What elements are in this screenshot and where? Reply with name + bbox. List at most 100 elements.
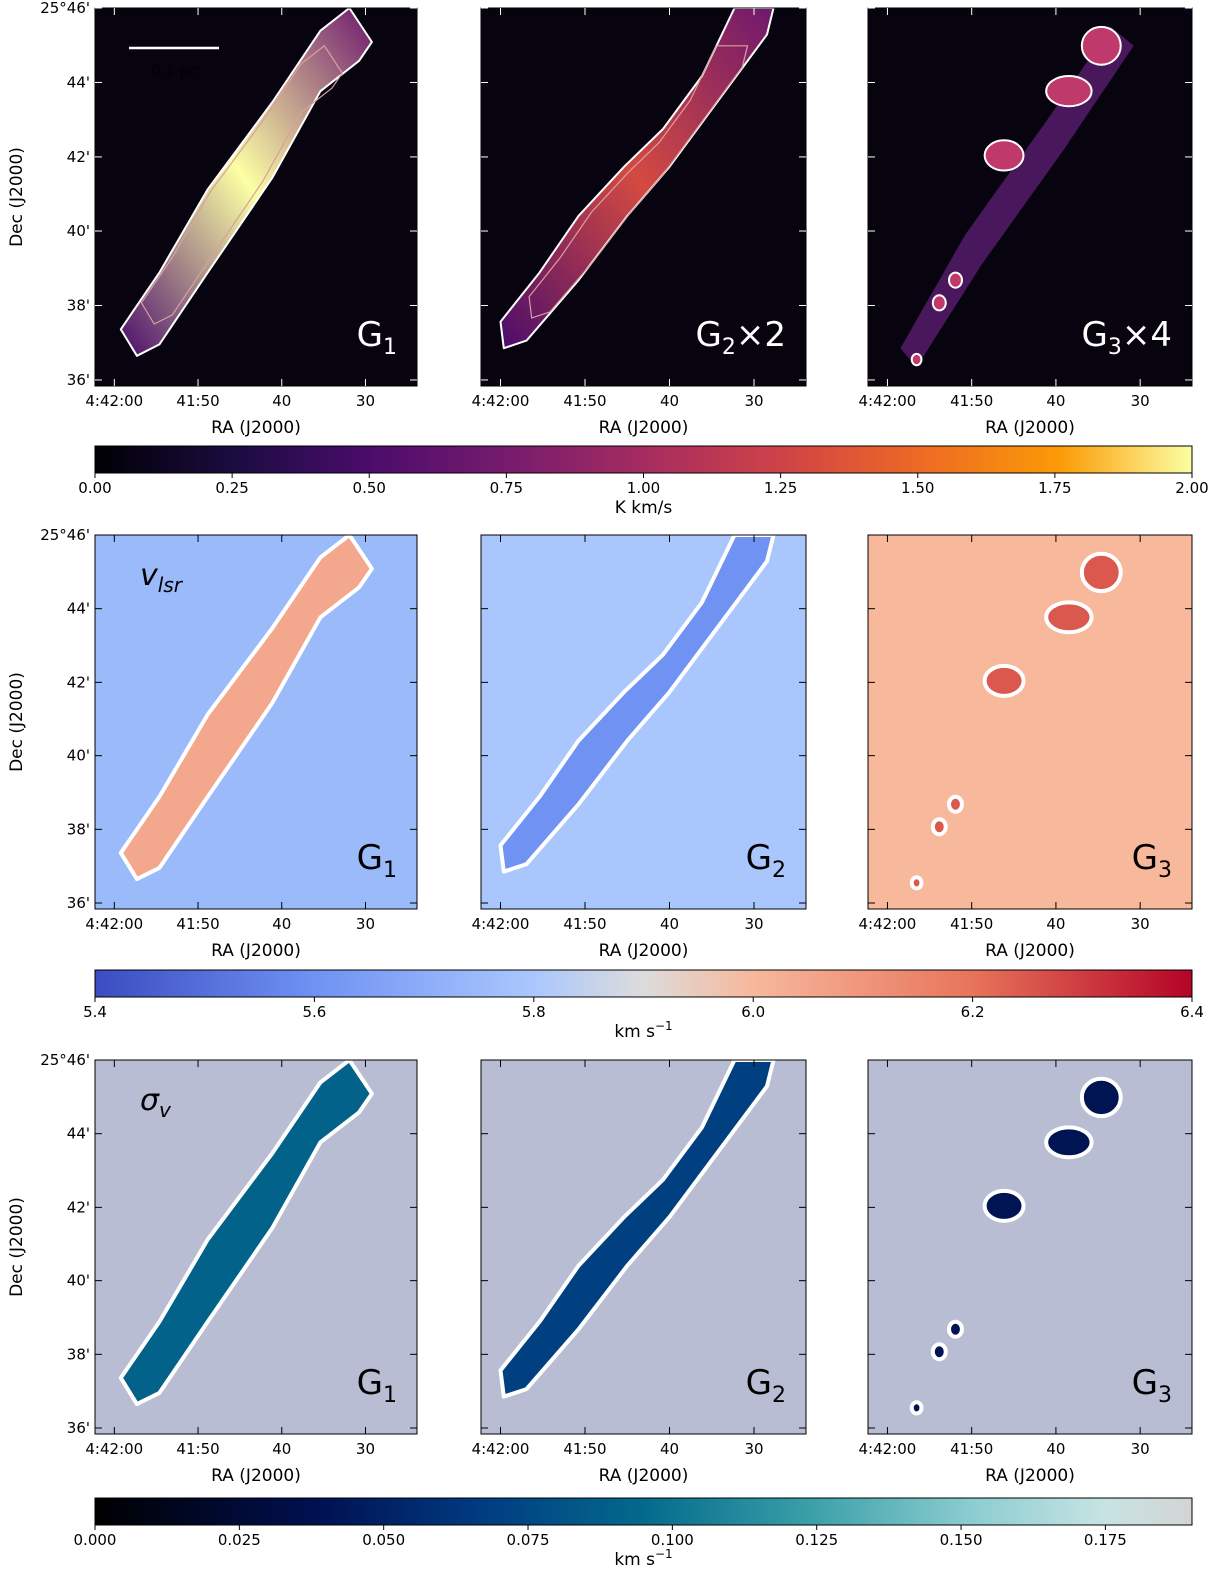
- x-tick-label: 40: [1046, 915, 1065, 933]
- component-label: G1: [357, 315, 397, 360]
- y-tick-label: 38': [67, 820, 90, 838]
- y-tick-label: 44': [67, 600, 90, 618]
- quantity-label: vlsr: [140, 558, 184, 597]
- contour-line: [528, 45, 749, 319]
- panel-row3-col3: 4:42:00 41:50 40 30 RA (J2000) G3: [859, 1059, 1193, 1486]
- colorbar-tick-label: 0.25: [215, 479, 248, 497]
- filament-mask: [118, 1058, 374, 1407]
- x-tick-label: 30: [744, 1440, 763, 1458]
- y-tick-label: 40': [67, 222, 90, 240]
- y-tick-label: 25°46': [40, 1051, 90, 1069]
- clump-mask: [930, 817, 948, 837]
- y-axis-label: Dec (J2000): [7, 672, 27, 772]
- colorbar-tick-label: 0.125: [795, 1531, 838, 1549]
- panel-row1-col3: 4:42:00 41:50 40 30 RA (J2000) G3×4: [859, 7, 1193, 438]
- clump-mask: [982, 663, 1026, 698]
- colorbar-tick-label: 1.75: [1038, 479, 1071, 497]
- x-tick-label: 30: [356, 392, 375, 410]
- x-axis-label: RA (J2000): [985, 941, 1075, 961]
- panel-frame: [94, 7, 418, 387]
- x-tick-label: 40: [272, 915, 291, 933]
- filament-mask: [119, 7, 373, 357]
- y-tick-label: 25°46': [40, 0, 90, 17]
- panel-frame: [480, 7, 807, 387]
- x-tick-label: 4:42:00: [472, 392, 530, 410]
- x-tick-label: 41:50: [950, 1440, 993, 1458]
- y-tick-label: 25°46': [40, 526, 90, 544]
- panel-background: [868, 535, 1192, 909]
- x-tick-label: 41:50: [176, 392, 219, 410]
- x-axis-label: RA (J2000): [599, 941, 689, 961]
- x-axis-label: RA (J2000): [599, 418, 689, 438]
- y-tick-label: 40': [67, 1272, 90, 1290]
- colorbar-tick-label: 0.75: [490, 479, 523, 497]
- y-tick-label: 44': [67, 1125, 90, 1143]
- y-tick-label: 42': [67, 148, 90, 166]
- colorbar-tick-label: 0.025: [218, 1531, 261, 1549]
- clump-mask: [947, 1319, 964, 1339]
- component-label: G1: [357, 1363, 397, 1408]
- x-tick-label: 4:42:00: [859, 915, 917, 933]
- component-label: G1: [357, 838, 397, 883]
- colorbar-tick-label: 5.8: [522, 1003, 546, 1021]
- clump-mask: [1044, 1125, 1094, 1160]
- x-tick-label: 40: [272, 1440, 291, 1458]
- panel-row2-col2: 4:42:00 41:50 40 30 RA (J2000) G2: [472, 533, 807, 961]
- clump-mask: [909, 1400, 924, 1416]
- colorbar-tick-label: 0.50: [353, 479, 386, 497]
- clump-mask: [947, 794, 964, 814]
- panel-frame: [867, 534, 1193, 910]
- colorbar-tick-label: 6.2: [961, 1003, 985, 1021]
- x-tick-label: 40: [1046, 392, 1065, 410]
- colorbar-tick-label: 6.0: [741, 1003, 765, 1021]
- y-tick-label: 36': [67, 371, 90, 389]
- panel-row3-col1: 4:42:00 41:50 40 30 25°46' 44' 42' 40' 38' 36' RA …: [7, 1051, 418, 1486]
- x-tick-label: 30: [744, 392, 763, 410]
- colorbar-label: km s−1: [614, 1547, 672, 1570]
- panel-frame: [867, 7, 1193, 387]
- clump-mask: [1079, 551, 1123, 594]
- y-tick-label: 42': [67, 673, 90, 691]
- colorbar-gradient: [94, 969, 1193, 998]
- colorbar-tick-label: 0.175: [1084, 1531, 1127, 1549]
- scale-bar-label: 0.1 pc: [151, 62, 197, 80]
- x-tick-label: 41:50: [563, 392, 606, 410]
- x-tick-label: 4:42:00: [85, 915, 143, 933]
- x-tick-label: 41:50: [950, 392, 993, 410]
- colorbar-tick-label: 0.00: [78, 479, 111, 497]
- colorbar-tick-label: 1.50: [901, 479, 934, 497]
- clump-mask: [931, 294, 947, 312]
- x-tick-label: 4:42:00: [859, 1440, 917, 1458]
- clump-mask: [948, 271, 963, 289]
- quantity-label: σv: [140, 1083, 172, 1122]
- panel-frame: [94, 1059, 418, 1435]
- y-tick-label: 42': [67, 1198, 90, 1216]
- panel-background: [868, 1060, 1192, 1434]
- clump-mask: [1079, 1076, 1123, 1119]
- colorbar-gradient: [94, 1497, 1193, 1526]
- panel-frame: [94, 534, 418, 910]
- x-tick-label: 30: [1131, 1440, 1150, 1458]
- y-tick-label: 40': [67, 747, 90, 765]
- x-tick-label: 4:42:00: [85, 1440, 143, 1458]
- x-tick-label: 4:42:00: [859, 392, 917, 410]
- x-tick-label: 40: [660, 1440, 679, 1458]
- x-tick-label: 41:50: [563, 1440, 606, 1458]
- colorbar-tick-label: 5.4: [83, 1003, 107, 1021]
- x-tick-label: 30: [744, 915, 763, 933]
- x-tick-label: 41:50: [950, 915, 993, 933]
- panel-row2-col3: 4:42:00 41:50 40 30 RA (J2000) G3: [859, 534, 1193, 961]
- y-tick-label: 44': [67, 73, 90, 91]
- x-tick-label: 30: [356, 915, 375, 933]
- panel-frame: [867, 1059, 1193, 1435]
- x-tick-label: 4:42:00: [85, 392, 143, 410]
- colorbar-tick-label: 6.4: [1180, 1003, 1204, 1021]
- x-axis-label: RA (J2000): [985, 418, 1075, 438]
- filament-mask: [498, 1058, 776, 1399]
- component-label: G3×4: [1082, 315, 1172, 360]
- panel-frame: [480, 534, 807, 910]
- colorbar-tick-label: 0.000: [74, 1531, 117, 1549]
- filament-mask: [498, 533, 776, 874]
- component-label: G2: [746, 838, 786, 883]
- y-tick-label: 38': [67, 1345, 90, 1363]
